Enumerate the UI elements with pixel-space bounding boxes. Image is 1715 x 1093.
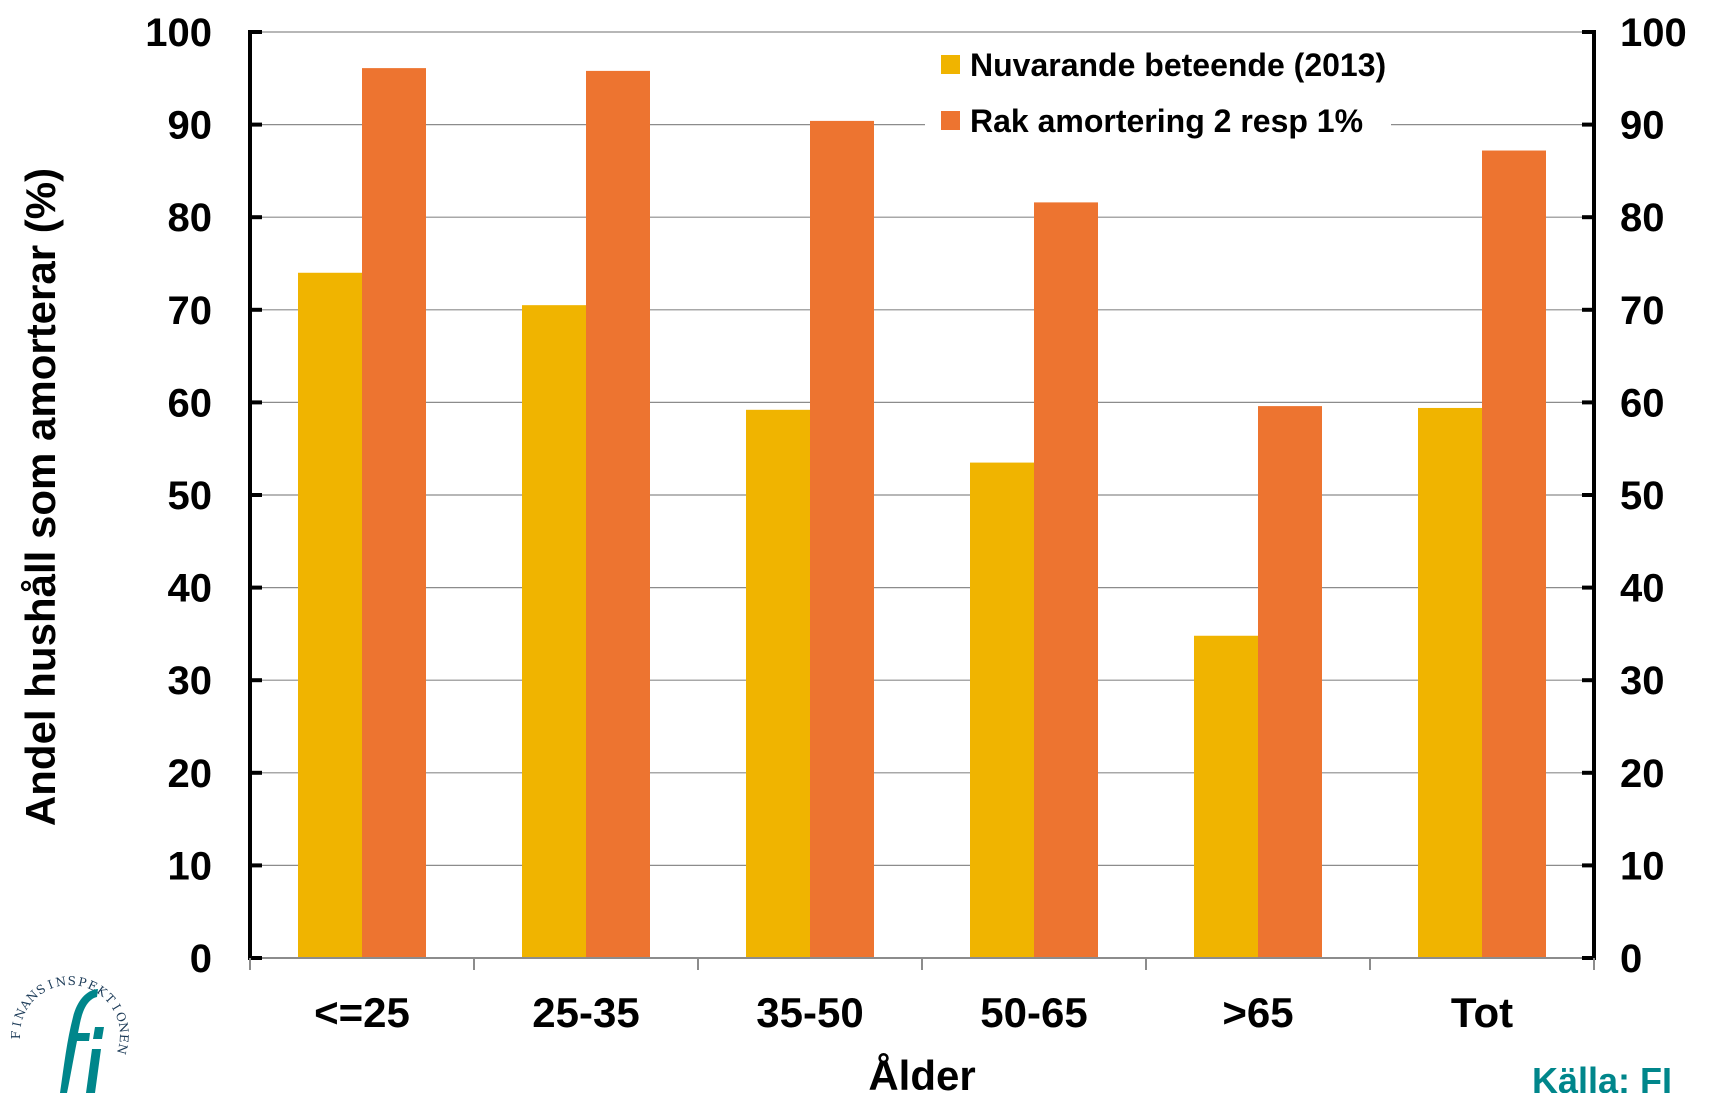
y-tick-label-left: 80 (168, 196, 213, 240)
y-tick-label-left: 30 (168, 659, 213, 703)
y-tick-label-right: 20 (1620, 752, 1665, 796)
y-tick-label-right: 0 (1620, 937, 1642, 981)
y-tick-label-right: 80 (1620, 196, 1665, 240)
bar-nuvarande (298, 272, 362, 958)
legend-label-nuvarande: Nuvarande beteende (2013) (970, 47, 1386, 83)
logo-letter: I (10, 1020, 25, 1028)
y-tick-label-right: 60 (1620, 381, 1665, 425)
logo-letter: I (109, 1002, 124, 1013)
bar-rak-amortering (1258, 406, 1322, 958)
y-tick-label-left: 0 (190, 937, 212, 981)
x-tick-label: Tot (1451, 989, 1513, 1036)
y-tick-label-left: 60 (168, 381, 213, 425)
y-tick-label-left: 40 (168, 567, 213, 611)
y-tick-label-left: 100 (145, 11, 212, 55)
y-tick-label-right: 10 (1620, 844, 1665, 888)
y-tick-label-left: 10 (168, 844, 213, 888)
gridlines (250, 31, 1594, 867)
bar-rak-amortering (1482, 150, 1546, 958)
y-tick-label-right: 100 (1620, 11, 1687, 55)
legend-swatch-rak-amortering (941, 111, 960, 130)
x-tick-label: >65 (1222, 989, 1293, 1036)
logo-letter: E (117, 1034, 132, 1044)
y-tick-label-left: 90 (168, 104, 213, 148)
bar-rak-amortering (362, 68, 426, 958)
left-y-tick-labels: 0 10 20 30 40 50 60 70 80 90 100 (145, 11, 212, 981)
logo-letter: S (67, 974, 76, 988)
y-tick-label-left: 70 (168, 289, 213, 333)
y-axis-title: Andel hushåll som amorterar (%) (17, 168, 64, 826)
logo-letter: N (114, 1042, 130, 1056)
logo-letter: N (55, 974, 68, 990)
y-tick-label-right: 50 (1620, 474, 1665, 518)
bar-rak-amortering (810, 120, 874, 958)
source-note: Källa: FI (1532, 1060, 1672, 1093)
x-tick-labels: <=25 25-35 35-50 50-65 >65 Tot (314, 989, 1513, 1036)
bar-rak-amortering (586, 70, 650, 959)
bar-nuvarande (1194, 635, 1258, 958)
x-tick-label: 35-50 (756, 989, 863, 1036)
bar-nuvarande (746, 409, 810, 959)
x-tick-label: <=25 (314, 989, 410, 1036)
logo-i-mark (86, 1027, 104, 1093)
bars (298, 68, 1546, 959)
y-tick-label-right: 30 (1620, 659, 1665, 703)
y-tick-label-right: 90 (1620, 104, 1665, 148)
bar-nuvarande (970, 462, 1034, 958)
legend-background (925, 44, 1391, 140)
y-tick-label-left: 50 (168, 474, 213, 518)
logo-letter: F (9, 1031, 23, 1039)
bar-nuvarande (522, 305, 586, 958)
logo-letter: I (46, 977, 56, 992)
legend: Nuvarande beteende (2013) Rak amortering… (925, 44, 1391, 140)
legend-label-rak-amortering: Rak amortering 2 resp 1% (970, 103, 1363, 139)
logo-letter: O (113, 1010, 130, 1024)
logo-letter: N (12, 1006, 29, 1021)
bar-rak-amortering (1034, 202, 1098, 958)
logo-f-mark (60, 989, 98, 1093)
x-axis-title: Ålder (868, 1052, 975, 1093)
right-y-tick-labels: 0 10 20 30 40 50 60 70 80 90 100 (1620, 11, 1687, 981)
bar-nuvarande (1418, 407, 1482, 958)
y-tick-label-right: 70 (1620, 289, 1665, 333)
legend-swatch-nuvarande (941, 55, 960, 74)
y-tick-label-right: 40 (1620, 567, 1665, 611)
logo-letter: N (116, 1021, 131, 1033)
x-tick-label: 50-65 (980, 989, 1087, 1036)
x-tick-label: 25-35 (532, 989, 639, 1036)
logo-letter: P (77, 975, 88, 990)
axes (248, 30, 1596, 970)
y-tick-label-left: 20 (168, 752, 213, 796)
